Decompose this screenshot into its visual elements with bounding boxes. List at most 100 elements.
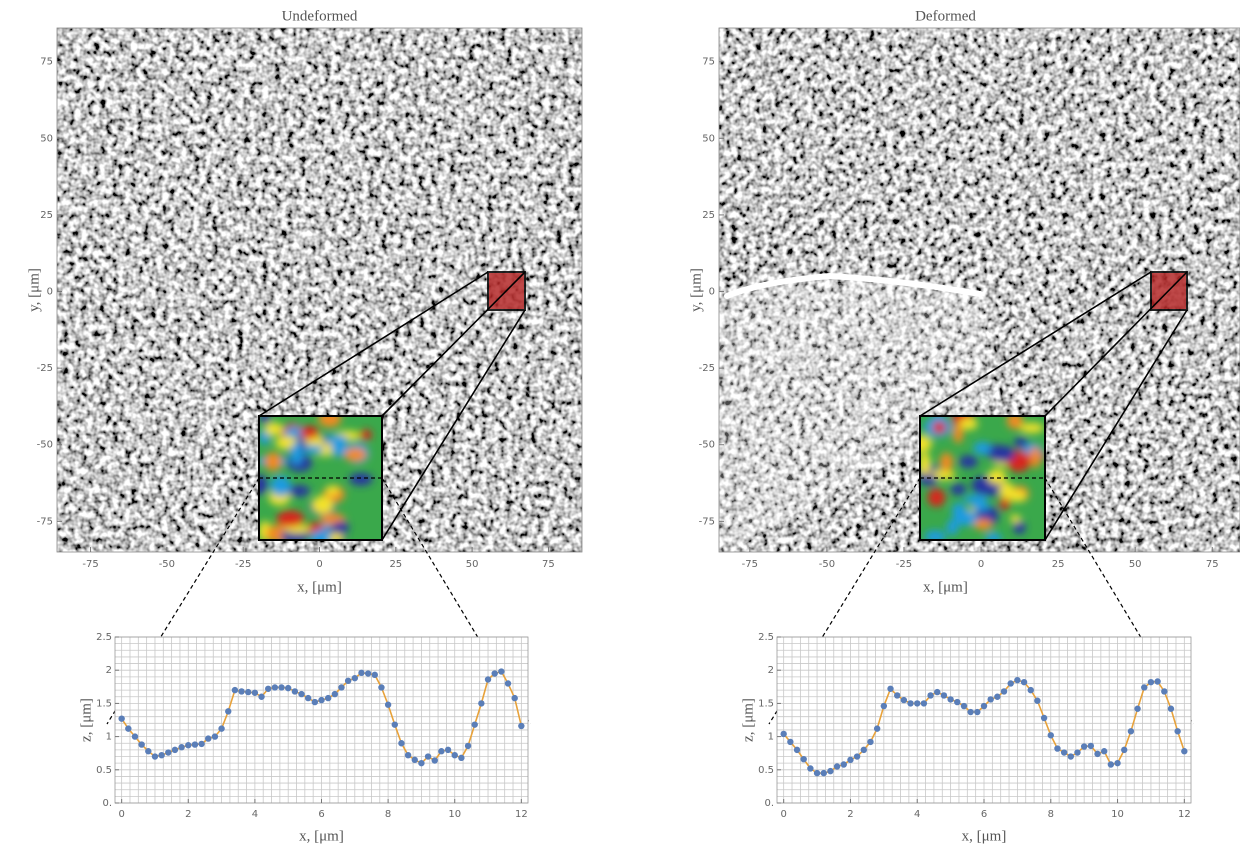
data-point: [833, 763, 841, 770]
data-point: [1100, 748, 1108, 755]
height-map-blob: [324, 434, 348, 444]
data-point: [511, 694, 518, 702]
data-point: [444, 746, 452, 754]
data-point: [927, 692, 934, 699]
height-map-blob: [259, 474, 268, 495]
x-tick-label: -25: [896, 559, 912, 570]
data-point: [994, 693, 1001, 700]
y-tick-label: 1: [106, 732, 112, 743]
y-tick-label: 0.: [764, 798, 774, 809]
y-tick-label: 50: [702, 133, 715, 144]
data-point: [518, 722, 525, 730]
data-point: [358, 669, 365, 677]
data-point: [451, 751, 458, 759]
data-point: [464, 742, 472, 750]
data-point: [1107, 761, 1115, 768]
data-point: [324, 694, 332, 702]
data-point: [947, 696, 954, 703]
height-map-blob: [276, 510, 305, 527]
height-map-blob: [349, 472, 373, 486]
data-point: [145, 748, 152, 755]
data-point: [211, 733, 219, 740]
x-tick-label: 6: [981, 809, 987, 820]
x-tick-label: 4: [252, 809, 258, 820]
y-tick-label: 1.5: [96, 698, 112, 709]
height-map: [259, 416, 382, 540]
y-tick-label: -75: [37, 516, 53, 527]
data-point: [391, 721, 398, 728]
y-tick-label: 2.5: [758, 632, 774, 643]
data-point: [338, 684, 345, 691]
data-point: [1074, 749, 1081, 756]
zoom-connector: [258, 271, 489, 417]
y-tick-label: -75: [699, 516, 715, 527]
data-point: [987, 696, 994, 703]
height-map-blob: [924, 530, 946, 540]
light-region: [719, 282, 990, 560]
data-point: [1174, 728, 1181, 735]
data-point: [1134, 705, 1141, 712]
y-tick-label: -50: [699, 440, 715, 451]
data-point: [1040, 714, 1048, 722]
x-tick-label: 2: [847, 809, 853, 820]
data-point: [271, 684, 279, 691]
data-point: [807, 765, 814, 772]
data-point: [1014, 676, 1021, 684]
x-tick-label: -75: [82, 559, 98, 570]
data-point: [471, 721, 478, 728]
data-point: [284, 684, 292, 692]
data-point: [1147, 678, 1155, 686]
x-tick-label: 50: [466, 559, 479, 570]
height-map-blob: [963, 494, 989, 505]
height-map-blob: [290, 441, 303, 465]
data-point: [813, 769, 821, 777]
data-point: [205, 735, 212, 742]
height-map-blob: [953, 510, 979, 526]
height-map-blobs: [259, 416, 373, 540]
height-map-blob: [946, 519, 959, 536]
x-axis-label: x, [μm]: [299, 828, 344, 844]
height-map-blob: [344, 447, 367, 462]
x-tick-label: -50: [819, 559, 835, 570]
height-map-blob: [310, 529, 331, 540]
data-point: [491, 670, 498, 677]
panel-title: Undeformed: [282, 8, 358, 24]
data-point: [118, 715, 125, 722]
data-point: [1034, 697, 1041, 704]
height-map-blob: [952, 423, 964, 444]
y-tick-label: 0: [47, 287, 53, 298]
data-point: [980, 702, 988, 710]
height-map-blob: [264, 422, 284, 436]
height-map-blob: [1009, 514, 1021, 523]
data-point: [873, 725, 881, 732]
data-point: [265, 685, 272, 692]
data-point: [1054, 745, 1061, 752]
data-point: [198, 740, 205, 748]
y-tick-label: 2: [106, 665, 112, 676]
data-point: [278, 684, 285, 691]
data-point: [138, 741, 145, 748]
height-map-blob: [1006, 416, 1023, 430]
data-point: [847, 756, 854, 764]
zoom-connector: [381, 309, 526, 541]
data-point: [351, 674, 359, 682]
x-tick-label: 8: [385, 809, 391, 820]
data-point: [478, 700, 485, 707]
data-point: [431, 757, 438, 764]
panel-title: Deformed: [915, 8, 976, 24]
data-point: [218, 725, 225, 732]
data-point: [458, 754, 465, 762]
data-point: [291, 688, 299, 695]
y-tick-label: 75: [702, 57, 715, 68]
height-map-blob: [932, 421, 946, 434]
y-axis-label: y, [μm]: [688, 268, 704, 312]
data-point: [920, 700, 928, 707]
x-tick-label: -75: [742, 559, 758, 570]
data-point: [251, 689, 259, 696]
data-point: [800, 755, 807, 763]
height-map-blob: [973, 441, 992, 455]
height-map-blob: [327, 533, 344, 540]
x-axis-label: x, [μm]: [923, 579, 968, 595]
data-point: [900, 696, 908, 704]
